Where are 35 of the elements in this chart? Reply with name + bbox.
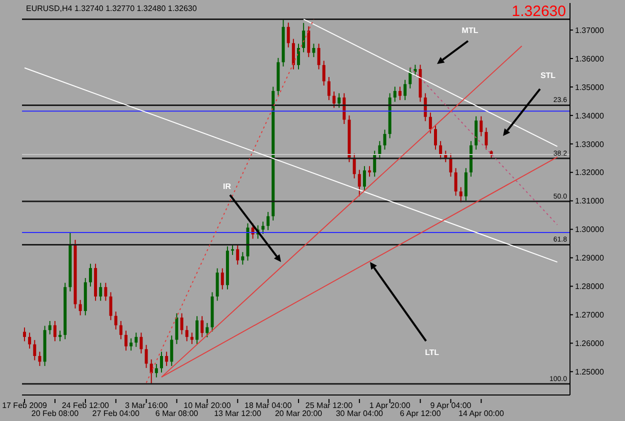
x-tick-label: 17 Feb 2009 (2, 401, 48, 410)
annotation: IR (223, 182, 232, 191)
y-tick-label: 1.37000 (575, 26, 604, 35)
x-tick-label: 24 Feb 12:00 (62, 401, 110, 410)
x-tick-label: 13 Mar 12:00 (214, 409, 262, 418)
y-tick-label: 1.26000 (575, 339, 604, 348)
y-tick-label: 1.33000 (575, 140, 604, 149)
chart-title: EURUSD,H4 1.32740 1.32770 1.32480 1.32630 (26, 4, 198, 13)
y-tick-label: 1.34000 (575, 111, 604, 120)
y-tick-label: 1.28000 (575, 282, 604, 292)
y-tick-label: 1.29000 (575, 254, 604, 263)
annotation: 1.32630 (512, 3, 566, 20)
x-tick-label: 30 Mar 04:00 (336, 409, 384, 418)
y-tick-label: 1.27000 (575, 310, 604, 320)
x-tick-label: 6 Mar 08:00 (155, 409, 199, 418)
y-tick-label: 1.35000 (575, 82, 604, 92)
x-tick-label: 3 Mar 16:00 (124, 401, 168, 410)
annotation: STL (540, 71, 556, 80)
x-tick-label: 14 Apr 00:00 (458, 409, 504, 418)
x-tick-label: 1 Apr 20:00 (369, 401, 411, 410)
y-tick-label: 1.31000 (575, 196, 604, 206)
annotation: MTL (462, 26, 478, 35)
y-tick-label: 1.32000 (575, 168, 604, 178)
x-tick-label: 20 Feb 08:00 (31, 409, 80, 418)
x-tick-label: 18 Mar 04:00 (244, 401, 292, 410)
x-tick-label: 20 Mar 20:00 (274, 409, 323, 418)
y-tick-label: 1.30000 (575, 225, 604, 234)
x-tick-label: 9 Apr 04:00 (430, 401, 472, 410)
x-tick-label: 6 Apr 12:00 (400, 409, 442, 418)
y-tick-label: 1.25000 (575, 367, 604, 376)
annotation: LTL (424, 348, 440, 357)
x-tick-label: 27 Feb 04:00 (92, 409, 140, 418)
x-tick-label: 25 Mar 12:00 (305, 401, 354, 410)
y-tick-label: 1.36000 (575, 54, 604, 64)
x-tick-label: 10 Mar 20:00 (184, 401, 232, 410)
